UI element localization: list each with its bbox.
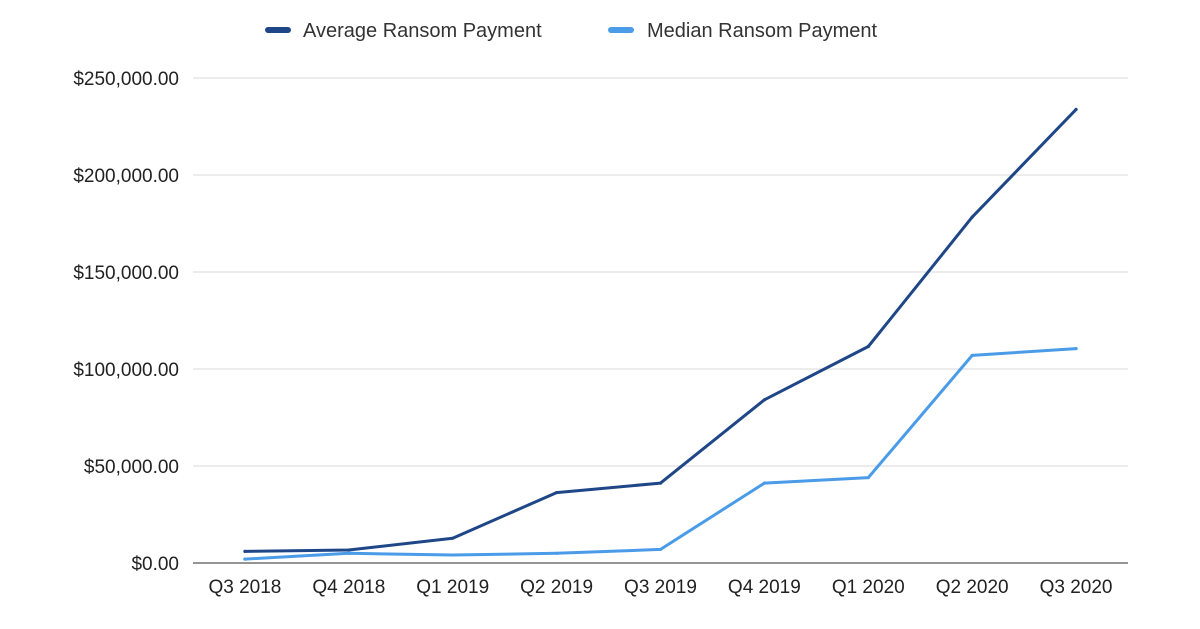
data-point xyxy=(762,481,766,485)
x-axis-labels: Q3 2018 Q4 2018 Q1 2019 Q2 2019 Q3 2019 Q4 20… xyxy=(208,577,1112,598)
x-tick-label: Q2 2019 xyxy=(520,577,593,598)
data-point xyxy=(347,548,351,552)
data-point xyxy=(658,547,663,552)
x-tick-label: Q3 2018 xyxy=(208,577,281,598)
y-tick-label: $250,000.00 xyxy=(73,69,179,90)
data-point xyxy=(555,551,559,555)
series-lines xyxy=(243,107,1078,561)
series-line-median xyxy=(243,347,1078,561)
x-tick-label: Q2 2020 xyxy=(936,577,1009,598)
data-point xyxy=(347,551,351,555)
data-point xyxy=(243,557,247,561)
y-tick-label: $100,000.00 xyxy=(73,360,179,381)
data-point xyxy=(451,553,455,557)
legend-label: Average Ransom Payment xyxy=(303,20,542,42)
y-tick-label: $0.00 xyxy=(131,554,179,575)
x-tick-label: Q4 2019 xyxy=(728,577,801,598)
x-tick-label: Q1 2020 xyxy=(832,577,905,598)
y-tick-label: $150,000.00 xyxy=(73,263,179,284)
gridlines xyxy=(193,77,1128,564)
data-point xyxy=(866,344,870,349)
x-tick-label: Q3 2019 xyxy=(624,577,697,598)
y-axis-labels: $0.00 $50,000.00 $100,000.00 $150,000.00 $20… xyxy=(73,69,179,575)
data-point xyxy=(243,549,247,553)
x-tick-label: Q3 2020 xyxy=(1040,577,1113,598)
y-tick-label: $200,000.00 xyxy=(73,166,179,187)
data-point xyxy=(555,490,559,495)
x-tick-label: Q4 2018 xyxy=(312,577,385,598)
data-point xyxy=(1074,347,1078,351)
data-point xyxy=(970,215,974,219)
legend: Average Ransom Payment Median Ransom Paym… xyxy=(265,20,878,42)
data-point xyxy=(970,353,974,358)
data-point xyxy=(658,481,663,485)
legend-swatch xyxy=(265,27,291,33)
data-point xyxy=(1074,107,1078,112)
series-line-average xyxy=(243,107,1078,553)
legend-label: Median Ransom Payment xyxy=(647,20,878,42)
y-tick-label: $50,000.00 xyxy=(84,457,179,478)
legend-swatch xyxy=(608,27,634,33)
x-tick-label: Q1 2019 xyxy=(416,577,489,598)
data-point xyxy=(866,476,870,480)
data-point xyxy=(762,398,766,402)
data-point xyxy=(451,536,455,540)
